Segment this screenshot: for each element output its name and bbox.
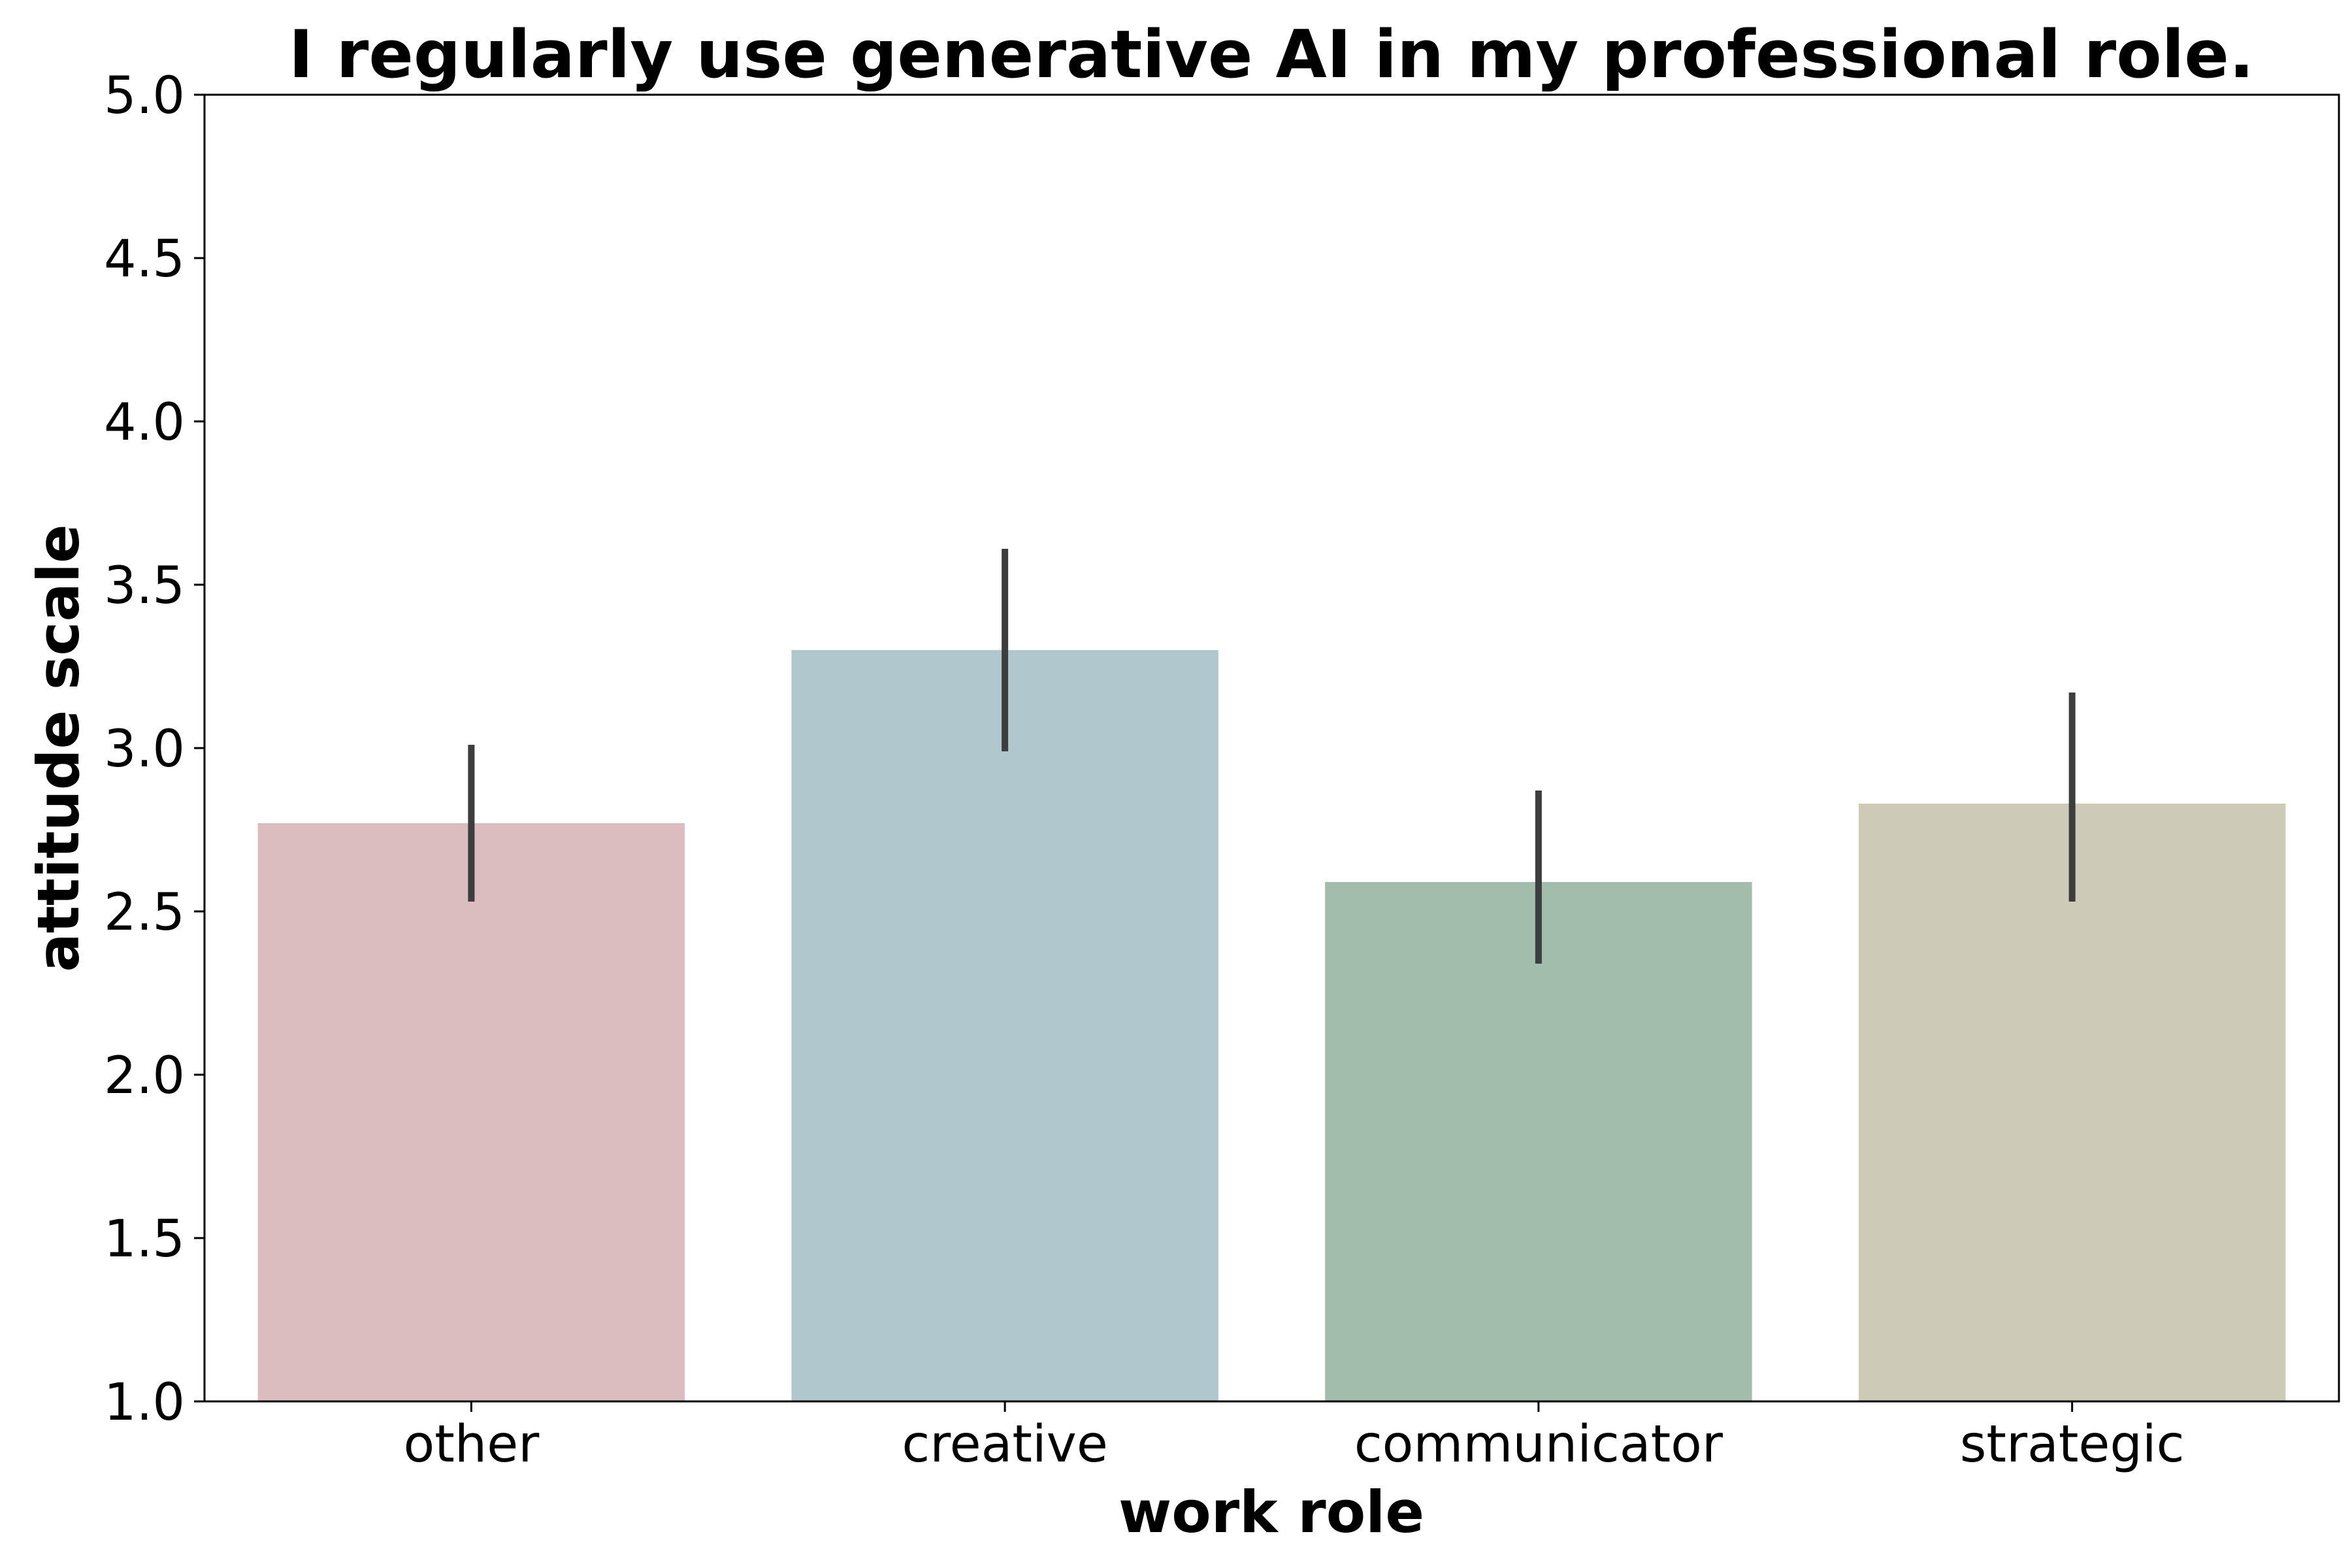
y-tick-label: 2.0 bbox=[104, 1047, 185, 1105]
bar-communicator bbox=[1325, 882, 1752, 1401]
error-bars-layer bbox=[468, 549, 2076, 964]
bars-layer bbox=[257, 650, 2286, 1401]
y-tick-label: 3.5 bbox=[104, 557, 185, 615]
bar-strategic bbox=[1858, 804, 2286, 1401]
y-tick-label: 2.5 bbox=[104, 883, 185, 942]
x-tick-label: communicator bbox=[1354, 1415, 1723, 1474]
y-tick-label: 5.0 bbox=[104, 67, 185, 125]
y-tick-label: 4.5 bbox=[104, 230, 185, 289]
bar-creative bbox=[791, 650, 1218, 1401]
x-tick-label: strategic bbox=[1960, 1415, 2185, 1474]
y-tick-label: 3.0 bbox=[104, 720, 185, 779]
chart-title: I regularly use generative AI in my prof… bbox=[289, 16, 2254, 93]
y-axis-label: attitude scale bbox=[25, 524, 92, 972]
y-tick-label: 1.0 bbox=[104, 1373, 185, 1432]
y-axis: 1.0 1.5 2.0 2.5 3.0 3.5 4.0 4.5 5.0 bbox=[104, 67, 204, 1432]
x-axis-label: work role bbox=[1119, 1478, 1424, 1546]
x-axis: other creative communicator strategic bbox=[403, 1401, 2184, 1474]
y-tick-label: 1.5 bbox=[104, 1210, 185, 1269]
bar-other bbox=[257, 823, 685, 1401]
x-tick-label: other bbox=[403, 1415, 540, 1474]
y-tick-label: 4.0 bbox=[104, 393, 185, 452]
x-tick-label: creative bbox=[902, 1415, 1107, 1474]
